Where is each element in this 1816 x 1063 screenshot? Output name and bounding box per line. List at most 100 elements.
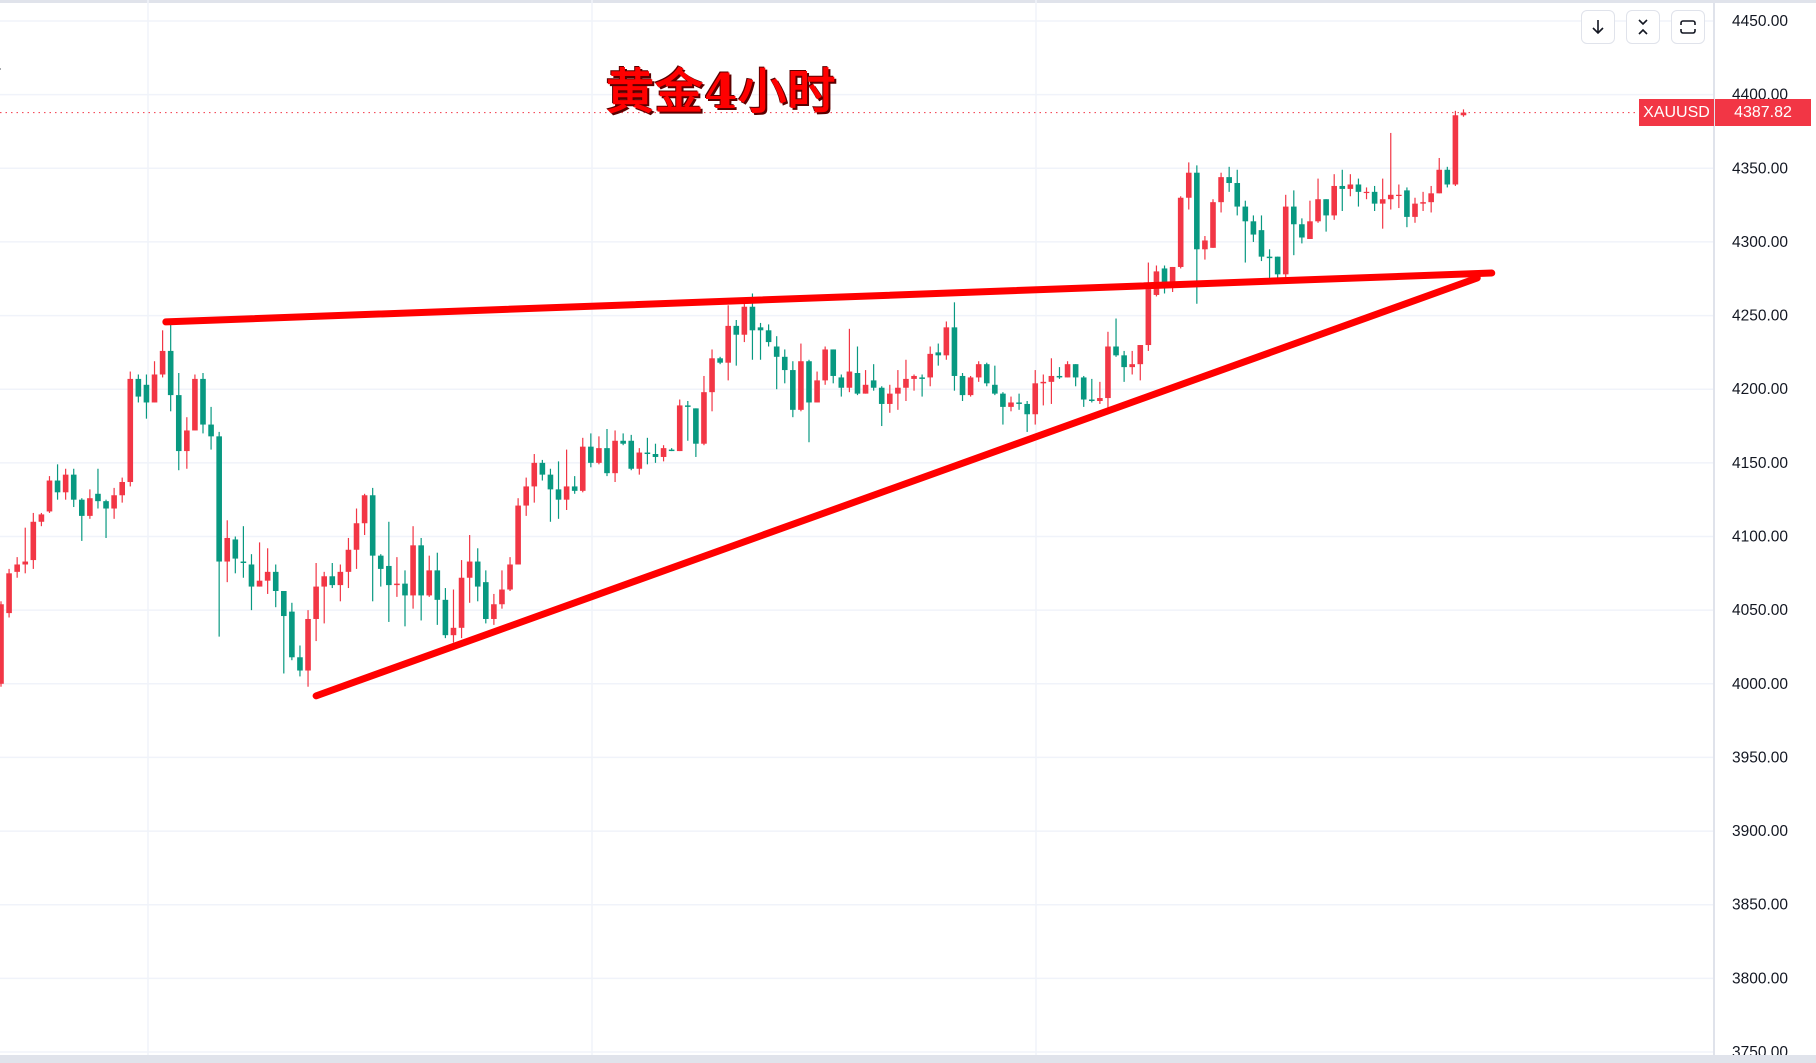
candle-body xyxy=(151,374,158,403)
candle-body xyxy=(709,358,715,393)
candle xyxy=(927,346,933,387)
candle-body xyxy=(854,373,861,394)
fullscreen-button[interactable] xyxy=(1671,10,1705,44)
candle-body xyxy=(1218,177,1224,203)
candle-body xyxy=(248,564,255,587)
candle-body xyxy=(216,436,222,562)
candle-body xyxy=(70,474,77,500)
candle xyxy=(289,602,295,661)
candle xyxy=(685,400,691,441)
candle-body xyxy=(1339,185,1346,189)
candle-body xyxy=(838,377,845,388)
candle xyxy=(579,437,586,493)
candle xyxy=(604,428,610,477)
candle-body xyxy=(1089,399,1095,401)
price-axis-divider xyxy=(1713,0,1715,1055)
candle xyxy=(1420,191,1426,211)
grid xyxy=(0,0,1713,1055)
candle-body xyxy=(1040,381,1047,384)
candle-body xyxy=(426,570,433,596)
collapse-button[interactable] xyxy=(1626,10,1660,44)
candle-body xyxy=(1274,256,1281,275)
candle xyxy=(272,564,279,608)
scroll-to-latest-button[interactable] xyxy=(1581,10,1615,44)
candle xyxy=(1436,157,1443,194)
candle-body xyxy=(410,545,416,596)
candle xyxy=(377,554,384,587)
candle-body xyxy=(571,486,578,491)
candle xyxy=(838,374,845,397)
candle xyxy=(620,433,626,446)
candle-body xyxy=(127,378,134,483)
candle-body xyxy=(1436,169,1443,194)
candle-body xyxy=(442,599,449,636)
candle xyxy=(434,552,441,625)
candle xyxy=(1379,178,1386,229)
candle-body xyxy=(862,384,869,394)
candle xyxy=(1258,215,1265,262)
candle-body xyxy=(1452,115,1459,185)
candle xyxy=(1072,364,1079,387)
candle xyxy=(1331,174,1337,220)
candle-body xyxy=(1444,169,1451,185)
candle xyxy=(975,361,982,382)
candle xyxy=(1291,190,1297,256)
candle xyxy=(1185,162,1192,210)
candle-body xyxy=(289,611,295,658)
candle-body xyxy=(0,604,4,684)
candle-body xyxy=(1404,190,1410,217)
candle-body xyxy=(54,480,61,493)
candle-body xyxy=(975,364,982,378)
price-tick-label: 4000.00 xyxy=(1732,676,1788,693)
candle xyxy=(701,375,707,446)
candle-body xyxy=(1113,346,1119,356)
candle-body xyxy=(1396,194,1402,196)
candle-body xyxy=(959,375,966,396)
candle-body xyxy=(660,448,667,457)
candle xyxy=(127,371,134,487)
candle xyxy=(660,445,667,462)
candle xyxy=(232,536,239,574)
chevron-right-icon[interactable]: › xyxy=(0,60,1,78)
trendlines[interactable] xyxy=(162,269,1496,700)
candle-body xyxy=(1121,355,1127,368)
candle-body xyxy=(46,480,53,512)
trendline-rising-support xyxy=(312,274,1481,700)
candle-body xyxy=(200,378,206,425)
candle-body xyxy=(434,570,441,600)
candle xyxy=(321,571,327,624)
arrow-down-icon xyxy=(1592,20,1604,35)
candle xyxy=(418,537,424,621)
candle-body xyxy=(466,561,473,578)
candle-body xyxy=(741,306,748,335)
candle-body xyxy=(644,452,651,455)
candle-body xyxy=(798,361,804,410)
price-axis[interactable]: 4450.004400.004350.004300.004250.004200.… xyxy=(1732,13,1788,1061)
candle xyxy=(474,548,481,602)
candle xyxy=(79,498,85,541)
candle xyxy=(1137,345,1144,381)
candle xyxy=(870,364,877,391)
candle xyxy=(1347,174,1354,197)
candle xyxy=(87,489,93,519)
candle xyxy=(1412,197,1418,223)
candle-body xyxy=(62,474,69,493)
candle-body xyxy=(830,349,837,376)
candle-body xyxy=(943,327,950,356)
candle xyxy=(1202,236,1208,260)
candle xyxy=(830,349,837,384)
candle xyxy=(167,322,174,412)
candle xyxy=(1315,178,1321,223)
candle-body xyxy=(103,501,109,509)
chart-title: 黄金4小时 xyxy=(606,64,837,120)
candle-body xyxy=(620,440,626,444)
candle xyxy=(281,590,287,674)
candle-body xyxy=(418,545,424,596)
candle xyxy=(919,374,925,397)
candle xyxy=(70,468,77,508)
candle-body xyxy=(1024,403,1030,415)
candle-body xyxy=(22,561,29,565)
candle-body xyxy=(676,405,683,452)
candle xyxy=(1113,318,1119,357)
